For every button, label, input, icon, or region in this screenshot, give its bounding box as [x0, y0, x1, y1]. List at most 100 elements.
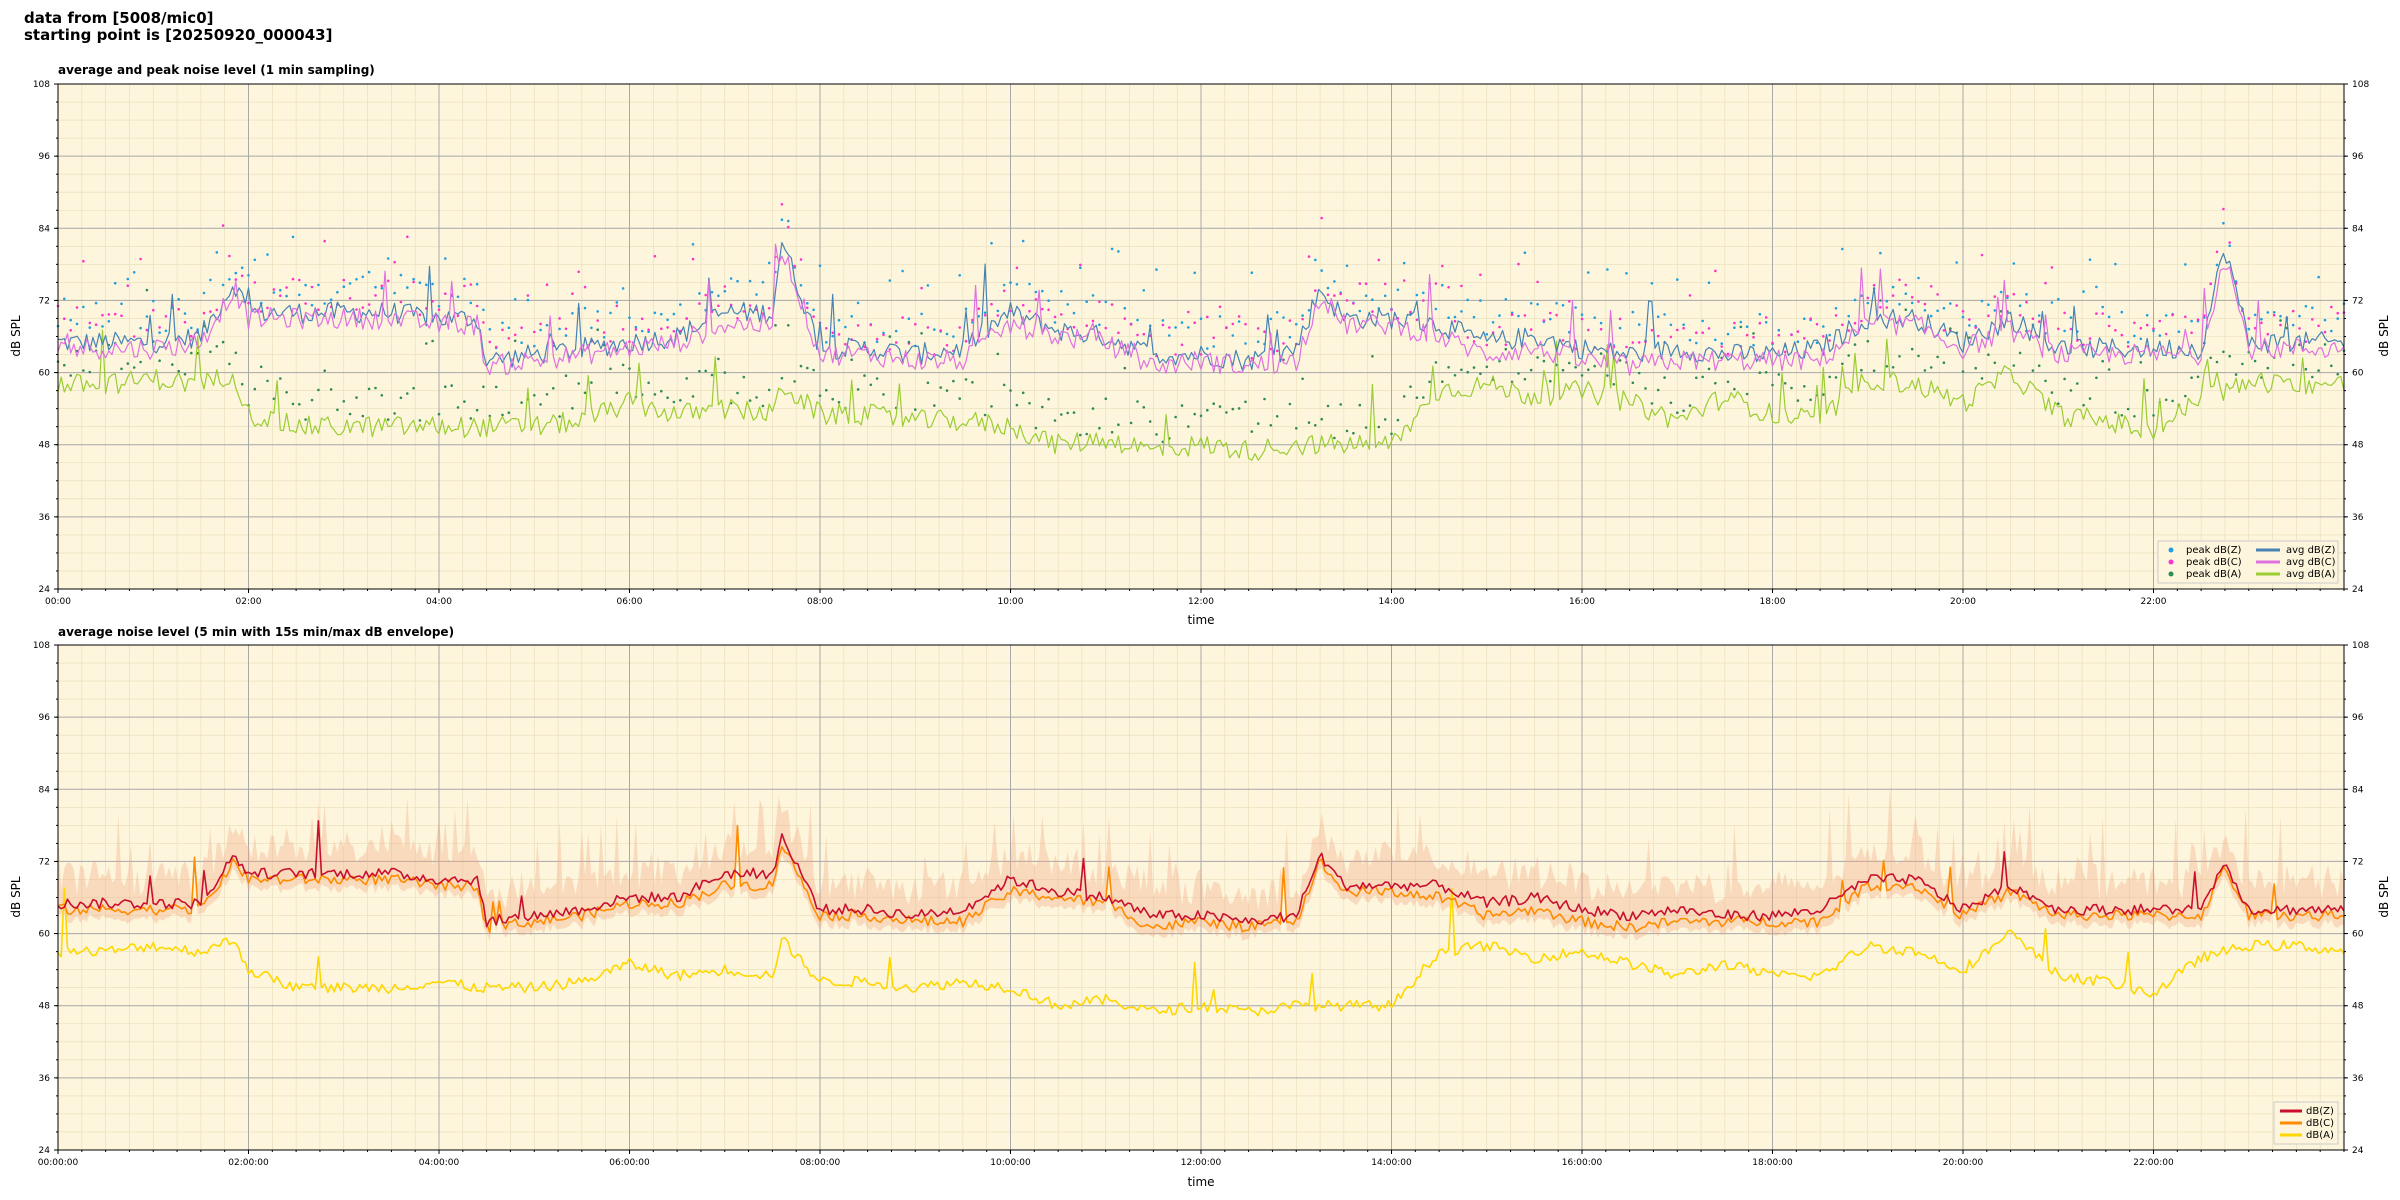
peak-point	[228, 254, 231, 258]
peak-point	[513, 333, 517, 337]
peak-point	[640, 329, 644, 333]
peak-point	[806, 306, 809, 310]
peak-point	[1872, 283, 1876, 287]
peak-point	[2107, 324, 2111, 328]
peak-point	[2050, 391, 2054, 394]
peak-point	[1625, 272, 1628, 275]
peak-point	[1326, 286, 1330, 290]
peak-point	[545, 283, 549, 287]
peak-point	[653, 393, 657, 396]
peak-point	[1771, 341, 1774, 345]
peak-point	[1275, 415, 1279, 418]
peak-point	[596, 328, 599, 332]
peak-point	[875, 377, 879, 380]
peak-point	[1822, 325, 1825, 328]
peak-point	[386, 279, 390, 283]
peak-point	[2018, 351, 2022, 355]
peak-point	[2209, 356, 2212, 360]
peak-point	[2190, 376, 2193, 380]
peak-point	[1479, 299, 1482, 302]
peak-point	[1695, 331, 1698, 335]
peak-point	[1771, 383, 1774, 387]
peak-point	[1250, 271, 1254, 275]
peak-point	[856, 324, 860, 327]
peak-point	[2272, 311, 2276, 314]
peak-point	[1968, 318, 1971, 321]
legend-label-avg-a: avg dB(A)	[2286, 569, 2336, 580]
chart-title: average and peak noise level (1 min samp…	[58, 63, 375, 77]
peak-point	[983, 311, 987, 315]
peak-point	[685, 377, 688, 380]
peak-point	[850, 315, 853, 318]
peak-point	[234, 351, 238, 355]
peak-point	[1612, 383, 1616, 386]
peak-point	[1320, 417, 1323, 421]
peak-point	[983, 314, 987, 317]
peak-point	[1593, 316, 1596, 320]
peak-point	[628, 316, 631, 320]
peak-point	[355, 396, 358, 399]
peak-point	[1199, 353, 1203, 356]
peak-point	[1085, 432, 1088, 436]
peak-point	[482, 308, 485, 312]
peak-point	[723, 285, 727, 288]
peak-point	[437, 412, 441, 416]
peak-point	[374, 386, 377, 390]
peak-point	[1879, 306, 1882, 309]
peak-point	[2063, 311, 2066, 315]
peak-point	[1402, 279, 1406, 282]
y-tick-label-left: 60	[39, 930, 51, 940]
peak-point	[2120, 414, 2124, 417]
x-tick-label: 20:00	[1950, 597, 1976, 607]
peak-point	[907, 317, 911, 321]
y-tick-label-left: 48	[39, 1002, 51, 1012]
peak-point	[1231, 322, 1235, 326]
peak-point	[1917, 300, 1920, 303]
y-tick-label-right: 96	[2352, 713, 2364, 723]
peak-point	[1923, 309, 1927, 312]
peak-point	[266, 253, 269, 256]
peak-point	[1091, 319, 1095, 323]
peak-point	[355, 278, 358, 281]
peak-point	[494, 345, 498, 349]
peak-point	[1047, 397, 1050, 401]
peak-point	[2139, 326, 2143, 330]
peak-point	[247, 274, 250, 277]
x-tick-label: 14:00	[1379, 597, 1405, 607]
peak-point	[1828, 333, 1831, 337]
peak-point	[660, 389, 663, 393]
y-tick-label-right: 60	[2352, 930, 2364, 940]
peak-point	[1764, 316, 1768, 319]
peak-point	[1885, 306, 1889, 309]
peak-point	[882, 393, 885, 396]
peak-point	[1733, 387, 1736, 391]
peak-point	[1199, 414, 1203, 418]
peak-point	[1898, 302, 1901, 306]
peak-point	[298, 278, 301, 282]
peak-point	[1479, 273, 1482, 277]
peak-point	[1650, 282, 1654, 285]
peak-point	[1371, 298, 1374, 302]
peak-point	[628, 367, 631, 370]
peak-point	[698, 292, 701, 295]
peak-point	[1758, 312, 1762, 316]
peak-point	[1104, 326, 1108, 330]
peak-point	[1695, 376, 1698, 380]
peak-point	[742, 310, 746, 313]
peak-point	[221, 283, 225, 287]
peak-point	[1663, 313, 1666, 316]
peak-point	[107, 313, 111, 316]
peak-point	[1523, 377, 1527, 381]
peak-point	[2291, 363, 2295, 367]
peak-point	[799, 284, 803, 287]
peak-point	[437, 305, 441, 308]
legend-label-a: dB(A)	[2306, 1130, 2334, 1141]
peak-point	[418, 313, 422, 317]
envelope-band	[58, 784, 2344, 942]
peak-point	[1352, 431, 1355, 435]
peak-point	[1980, 253, 1984, 257]
x-tick-label: 10:00	[998, 597, 1024, 607]
peak-point	[1860, 368, 1863, 372]
peak-point	[1466, 370, 1469, 374]
peak-point	[1720, 342, 1723, 345]
